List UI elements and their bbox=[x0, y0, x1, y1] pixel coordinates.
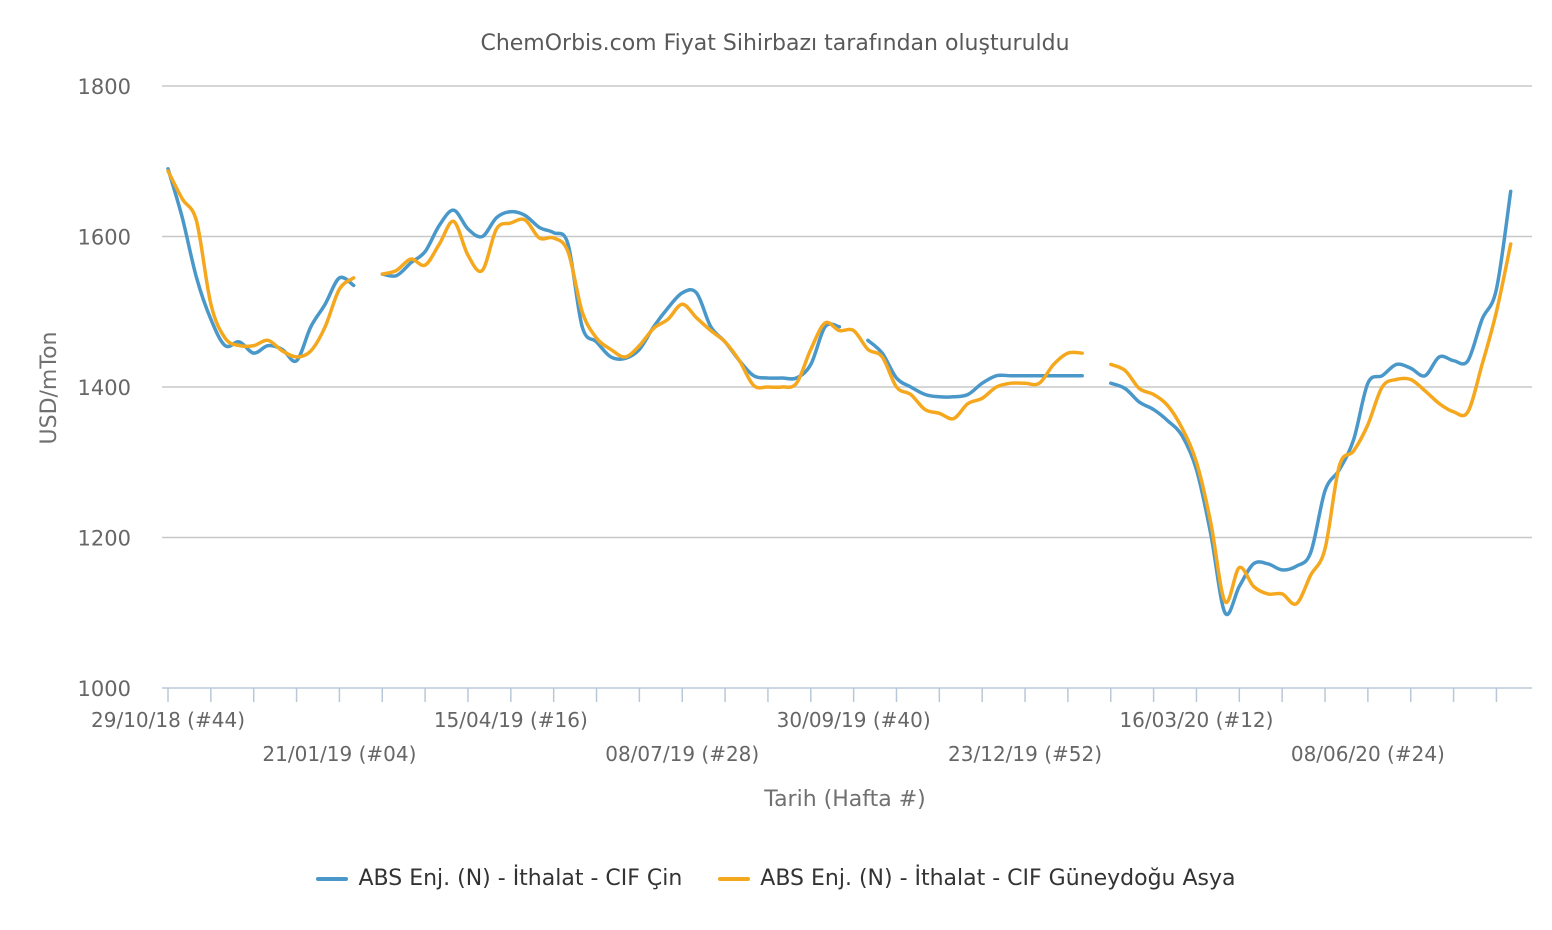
series-line-2 bbox=[1109, 242, 1513, 606]
y-tick-label: 1000 bbox=[78, 677, 131, 701]
series-line-1 bbox=[1109, 189, 1513, 617]
grid-lines bbox=[162, 85, 1532, 539]
y-tick-label: 1800 bbox=[78, 75, 131, 99]
chart-title: ChemOrbis.com Fiyat Sihirbazı tarafından… bbox=[480, 31, 1069, 56]
legend-swatch-cif-cin bbox=[316, 876, 349, 881]
series-line-1 bbox=[166, 167, 356, 364]
y-tick-label: 1600 bbox=[78, 226, 131, 250]
x-tick-label: 08/07/19 (#28) bbox=[605, 742, 759, 766]
x-tick-label: 15/04/19 (#16) bbox=[434, 708, 588, 732]
x-tick-label: 16/03/20 (#12) bbox=[1119, 708, 1273, 732]
y-axis-title: USD/mTon bbox=[37, 332, 62, 445]
x-tick-label: 23/12/19 (#52) bbox=[948, 742, 1102, 766]
x-tick-label: 21/01/19 (#04) bbox=[262, 742, 416, 766]
x-tick-label: 29/10/18 (#44) bbox=[91, 708, 245, 732]
legend-label-cif-guneydogu-asya: ABS Enj. (N) - İthalat - CIF Güneydoğu A… bbox=[760, 866, 1236, 891]
legend-item-cif-guneydogu-asya[interactable]: ABS Enj. (N) - İthalat - CIF Güneydoğu A… bbox=[718, 866, 1236, 891]
legend: ABS Enj. (N) - İthalat - CIF Çin ABS Enj… bbox=[0, 866, 1552, 891]
x-axis-ticks bbox=[167, 688, 1498, 702]
x-tick-label: 30/09/19 (#40) bbox=[777, 708, 931, 732]
series-lines bbox=[166, 167, 1513, 617]
legend-swatch-cif-guneydogu-asya bbox=[718, 876, 751, 881]
series-line-1 bbox=[380, 208, 842, 381]
y-tick-label: 1400 bbox=[78, 376, 131, 400]
series-line-2 bbox=[380, 217, 1084, 421]
legend-item-cif-cin[interactable]: ABS Enj. (N) - İthalat - CIF Çin bbox=[316, 866, 682, 891]
x-axis-labels: 29/10/18 (#44) 21/01/19 (#04) 15/04/19 (#1… bbox=[91, 708, 1445, 766]
legend-label-cif-cin: ABS Enj. (N) - İthalat - CIF Çin bbox=[358, 866, 683, 891]
x-axis-title: Tarih (Hafta #) bbox=[763, 787, 925, 812]
y-axis-ticks: 1000 1200 1400 1600 1800 bbox=[78, 75, 131, 701]
y-tick-label: 1200 bbox=[78, 527, 131, 551]
series-line-2 bbox=[166, 169, 356, 359]
x-tick-label: 08/06/20 (#24) bbox=[1291, 742, 1445, 766]
